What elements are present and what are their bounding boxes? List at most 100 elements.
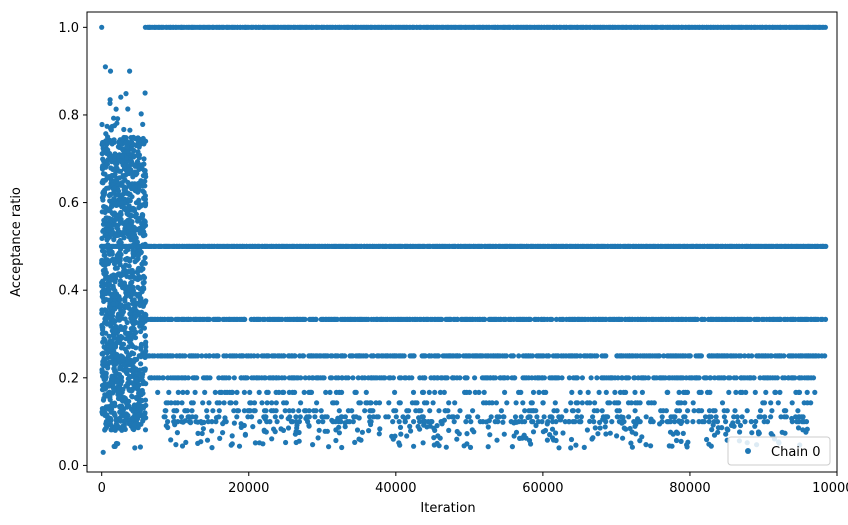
data-point-3368 <box>392 389 398 395</box>
data-point-3943 <box>715 425 722 431</box>
data-point-3133 <box>339 375 345 381</box>
data-point-3332 <box>184 389 190 395</box>
data-point-3595 <box>616 408 623 414</box>
data-point-3722 <box>165 419 171 425</box>
data-point-1111 <box>100 228 106 234</box>
data-point-3691 <box>605 414 611 420</box>
data-point-3602 <box>685 408 691 414</box>
data-point-1084 <box>103 330 109 336</box>
data-point-3180 <box>464 375 470 381</box>
data-point-1148 <box>107 343 113 349</box>
data-point-3481 <box>520 400 526 406</box>
data-point-3760 <box>411 419 417 425</box>
data-point-972 <box>106 248 112 254</box>
data-point-3962 <box>269 436 275 442</box>
data-point-1208 <box>105 365 111 371</box>
data-point-3646 <box>324 414 330 420</box>
data-point-3658 <box>393 414 399 420</box>
data-point-3162 <box>422 375 428 381</box>
data-point-1094 <box>117 220 123 226</box>
data-point-4057 <box>330 418 336 424</box>
data-point-3626 <box>193 414 199 420</box>
data-point-2861 <box>435 353 442 359</box>
data-point-3711 <box>758 414 764 420</box>
data-point-3929 <box>584 427 591 433</box>
data-point-3685 <box>574 414 580 420</box>
data-point-1122 <box>142 255 148 261</box>
data-point-3674 <box>501 414 507 420</box>
data-point-1288 <box>111 185 117 191</box>
data-point-1279 <box>131 403 137 409</box>
data-point-1033 <box>99 322 105 328</box>
data-point-3429 <box>175 400 181 406</box>
data-point-3709 <box>739 414 745 420</box>
data-point-2991 <box>698 353 705 359</box>
data-point-3662 <box>420 414 426 420</box>
data-point-3197 <box>505 375 511 381</box>
data-point-3731 <box>205 419 211 425</box>
data-point-2357 <box>206 316 213 322</box>
data-point-1295 <box>124 400 130 406</box>
data-point-4035 <box>587 418 593 424</box>
data-point-3520 <box>808 400 814 406</box>
data-point-4091 <box>685 439 691 445</box>
data-point-3997 <box>231 420 237 426</box>
data-point-3738 <box>267 419 273 425</box>
data-point-3948 <box>220 421 226 427</box>
data-point-3790 <box>566 419 572 425</box>
data-point-759 <box>116 250 122 256</box>
data-point-709 <box>124 155 130 161</box>
data-point-1307 <box>132 445 138 451</box>
data-point-3925 <box>556 445 562 451</box>
data-point-748 <box>113 161 119 167</box>
data-point-3712 <box>762 414 768 420</box>
data-point-4058 <box>526 437 533 444</box>
data-point-4079 <box>352 439 358 445</box>
data-point-1211 <box>135 402 141 408</box>
data-point-3522 <box>163 408 169 414</box>
data-point-3374 <box>437 389 443 395</box>
data-point-1091 <box>99 307 105 313</box>
data-point-3869 <box>303 415 309 422</box>
data-point-3795 <box>591 419 597 425</box>
data-point-3503 <box>637 400 643 406</box>
data-point-3845 <box>620 435 626 441</box>
data-point-3649 <box>342 414 348 420</box>
data-point-2771 <box>251 353 257 359</box>
data-point-1262 <box>107 315 113 321</box>
data-point-2919 <box>546 353 552 359</box>
data-point-3311 <box>774 375 781 381</box>
data-point-546 <box>138 361 144 367</box>
data-point-3937 <box>163 423 169 429</box>
data-point-3982 <box>589 436 595 442</box>
data-point-4013 <box>597 419 603 425</box>
data-point-942 <box>99 367 105 373</box>
data-point-4021 <box>501 431 507 437</box>
data-point-3788 <box>562 419 568 425</box>
data-point-3361 <box>327 389 333 395</box>
data-point-3013 <box>742 353 748 359</box>
data-point-1797 <box>822 24 829 30</box>
data-point-1268 <box>141 141 147 147</box>
data-point-3378 <box>466 389 473 395</box>
data-point-2777 <box>265 353 272 359</box>
data-point-3432 <box>190 400 196 406</box>
data-point-3489 <box>575 400 581 406</box>
data-point-2750 <box>199 353 205 359</box>
data-point-1139 <box>109 406 115 412</box>
data-point-3411 <box>733 389 739 395</box>
data-point-1230 <box>102 426 108 432</box>
data-point-1096 <box>117 409 123 415</box>
data-point-1246 <box>112 412 118 419</box>
data-point-873 <box>101 344 107 350</box>
data-point-3872 <box>199 430 205 437</box>
data-point-3450 <box>298 400 304 406</box>
data-point-3928 <box>342 424 348 430</box>
data-point-3621 <box>171 414 177 420</box>
data-point-650 <box>124 319 130 326</box>
y-tick-label-0: 0.0 <box>58 459 79 474</box>
data-point-729 <box>103 370 109 376</box>
data-point-3427 <box>168 400 174 406</box>
data-point-2904 <box>516 353 522 359</box>
data-point-1239 <box>117 257 123 263</box>
